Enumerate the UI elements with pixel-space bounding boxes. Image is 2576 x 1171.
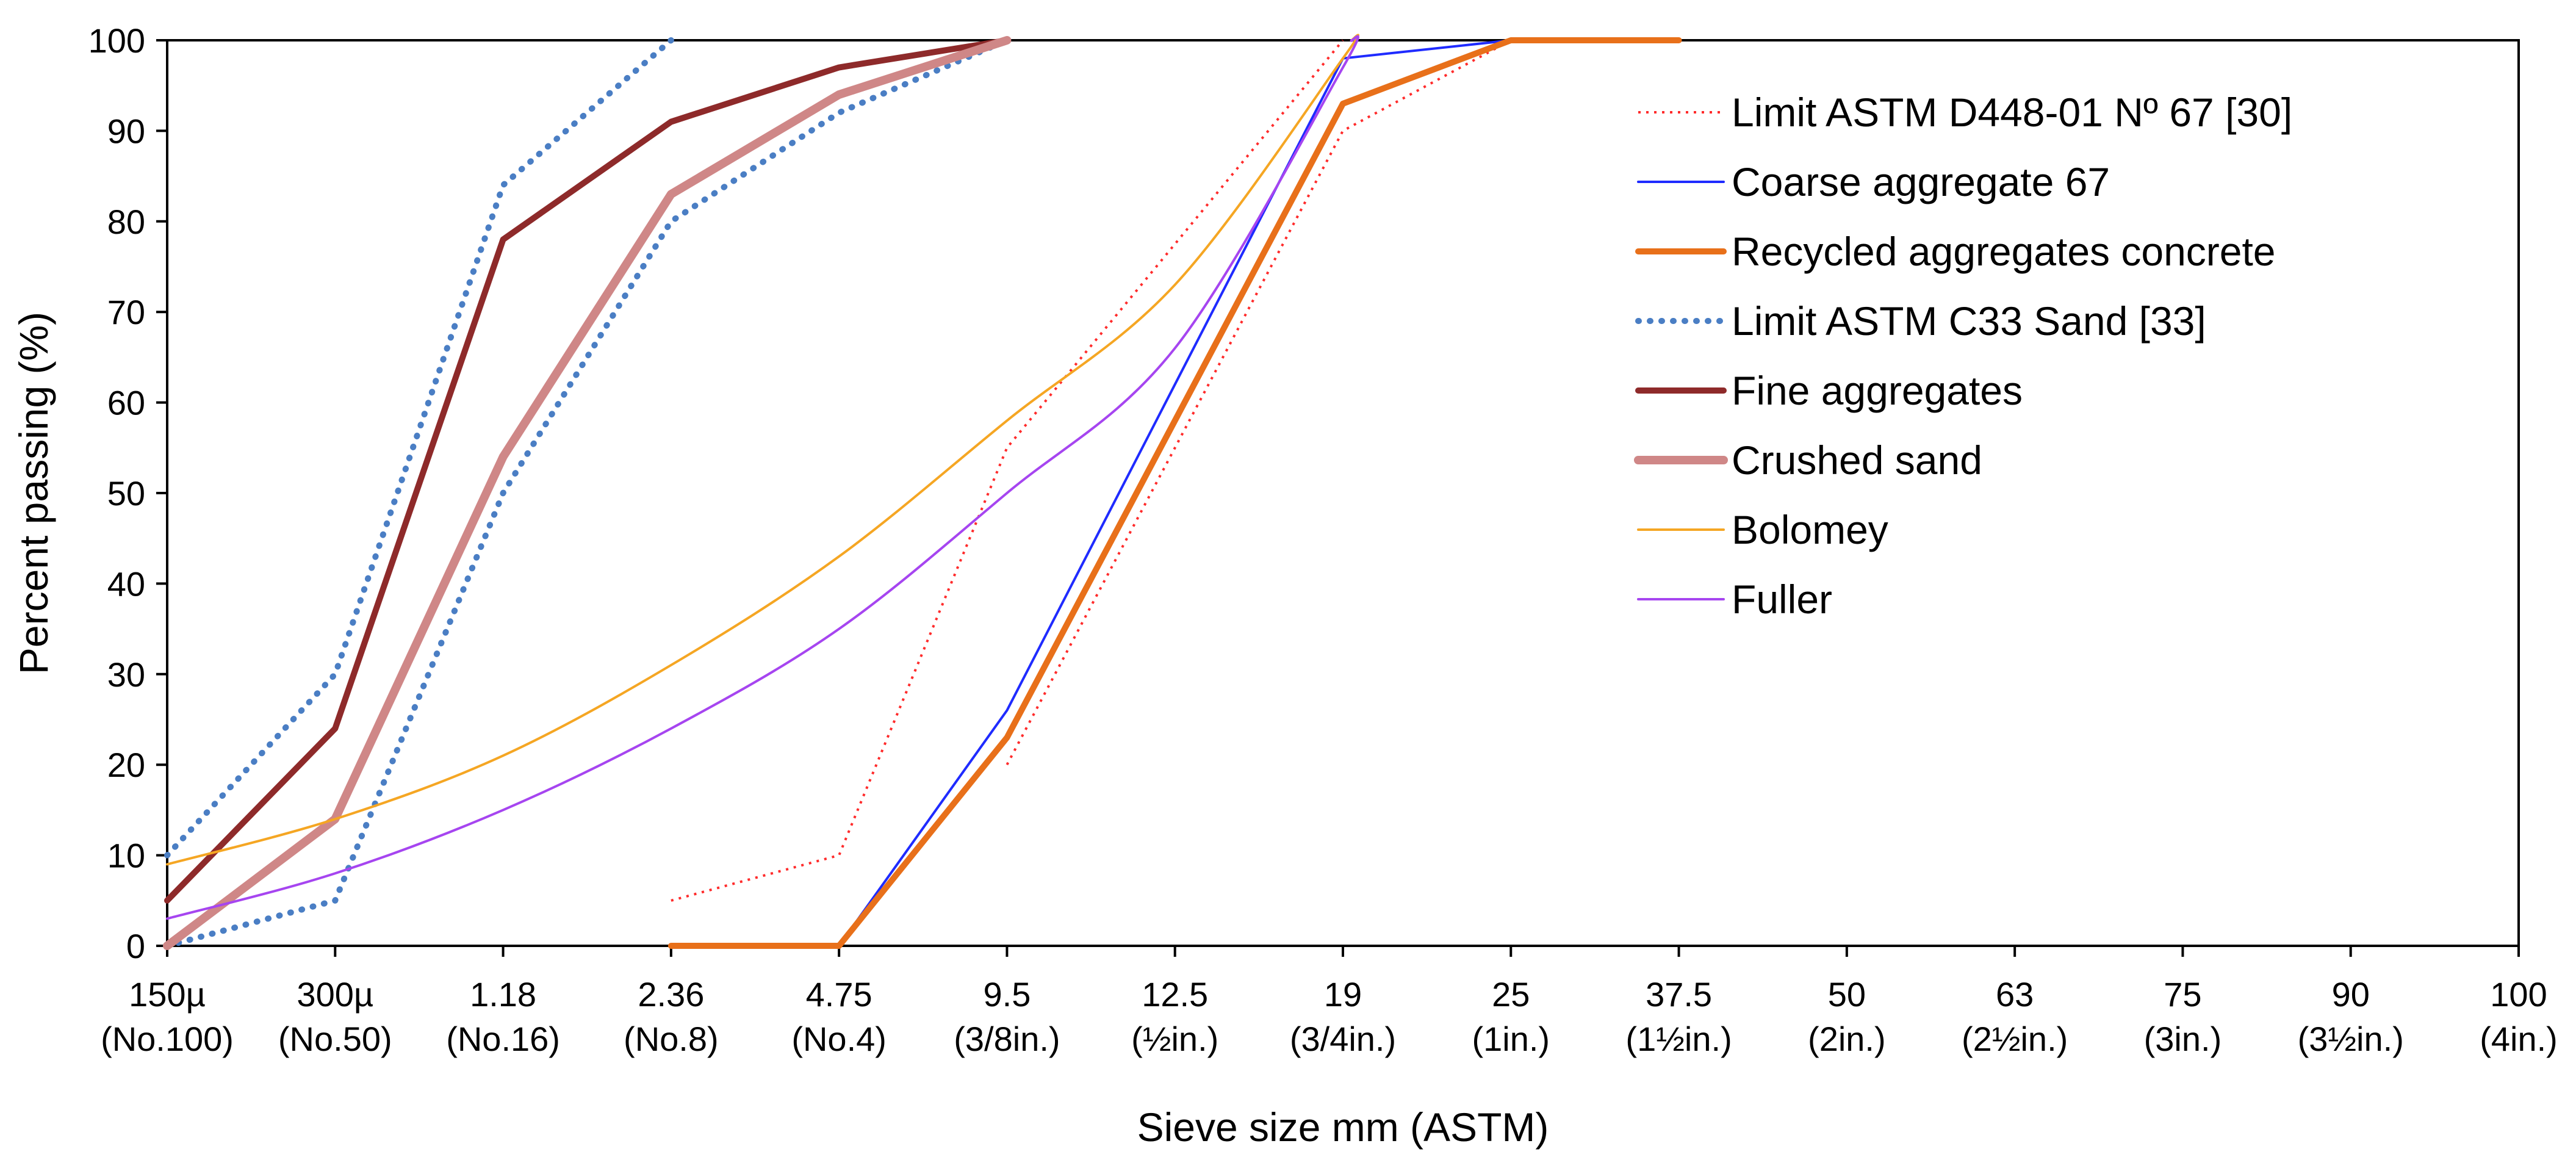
y-axis-ticks: 0 10 20 30 40 50 60 70 80 90 100 (88, 21, 167, 965)
x-tick-label-size: 63 (1996, 975, 2034, 1014)
y-tick-label: 90 (107, 112, 145, 150)
legend: Limit ASTM D448-01 Nº 67 [30] Coarse aggr… (1634, 90, 2292, 622)
series-line (164, 37, 1010, 949)
x-axis-ticks: 150µ (No.100) 300µ (No.50) 1.18 (No.16) 2.36 (N… (101, 946, 2558, 1058)
plot-border (166, 39, 2520, 947)
x-tick-label-size: 300µ (297, 975, 373, 1014)
legend-label: Limit ASTM C33 Sand [33] (1732, 298, 2206, 344)
series-recycled-aggregates-concrete (667, 37, 1682, 949)
series-line (166, 34, 1359, 866)
x-tick-label-astm: (1½in.) (1625, 1020, 1732, 1058)
series-line (164, 37, 1010, 904)
legend-item-crushed-sand: Crushed sand (1634, 438, 1982, 483)
y-tick-label: 70 (107, 293, 145, 331)
y-tick-label: 100 (88, 21, 145, 60)
x-tick-label-size: 100 (2490, 975, 2547, 1014)
series-line (671, 39, 1344, 902)
series-layer (163, 34, 1682, 950)
legend-item-limit-astm-d448-01-n-67-30: Limit ASTM D448-01 Nº 67 [30] (1638, 90, 2292, 135)
x-tick-label-astm: (4in.) (2480, 1020, 2558, 1058)
x-tick-label-astm: (2in.) (1808, 1020, 1886, 1058)
y-tick-label: 30 (107, 655, 145, 694)
x-tick-label-astm: (No.100) (101, 1020, 234, 1058)
x-tick-label-size: 75 (2164, 975, 2201, 1014)
x-tick-label-size: 4.75 (806, 975, 872, 1014)
x-tick-label-size: 19 (1324, 975, 1362, 1014)
series-limit-astm-d448-01-n-67-30 (671, 39, 1512, 902)
series-crushed-sand (163, 36, 1012, 950)
series-line (164, 37, 674, 859)
x-tick-label-astm: (3in.) (2144, 1020, 2222, 1058)
series-line (166, 35, 1359, 920)
x-tick-label-size: 9.5 (983, 975, 1031, 1014)
series-line (667, 37, 1682, 949)
y-tick-label: 20 (107, 746, 145, 784)
legend-label: Bolomey (1732, 507, 1888, 552)
x-tick-label-size: 150µ (129, 975, 206, 1014)
legend-label: Crushed sand (1732, 438, 1982, 483)
y-tick-label: 10 (107, 837, 145, 875)
legend-label: Fuller (1732, 577, 1832, 622)
x-tick-label-astm: (1in.) (1472, 1020, 1550, 1058)
legend-item-bolomey: Bolomey (1637, 507, 1888, 552)
x-tick-label-astm: (3½in.) (2298, 1020, 2404, 1058)
x-tick-label-astm: (No.4) (791, 1020, 887, 1058)
x-axis-title: Sieve size mm (ASTM) (1137, 1104, 1549, 1150)
x-tick-label-astm: (3/8in.) (954, 1020, 1060, 1058)
series-line (1006, 39, 1512, 766)
y-tick-label: 40 (107, 564, 145, 603)
x-tick-label-size: 25 (1492, 975, 1530, 1014)
series-bolomey (166, 34, 1359, 866)
x-tick-label-astm: (2½in.) (1962, 1020, 2068, 1058)
x-tick-label-astm: (½in.) (1131, 1020, 1218, 1058)
x-tick-label-size: 50 (1828, 975, 1866, 1014)
x-tick-label-size: 37.5 (1646, 975, 1712, 1014)
legend-item-limit-astm-c33-sand-33: Limit ASTM C33 Sand [33] (1635, 298, 2206, 344)
series-line (163, 36, 1012, 950)
legend-item-coarse-aggregate-67: Coarse aggregate 67 (1637, 159, 2110, 204)
series-limit-astm-c33-sand-33 (164, 37, 1010, 949)
y-tick-label: 60 (107, 384, 145, 422)
y-axis-title: Percent passing (%) (11, 312, 56, 674)
legend-label: Recycled aggregates concrete (1732, 229, 2276, 274)
legend-item-fine-aggregates: Fine aggregates (1635, 368, 2023, 413)
legend-item-fuller: Fuller (1637, 577, 1832, 622)
x-tick-label-size: 12.5 (1142, 975, 1208, 1014)
y-tick-label: 0 (126, 927, 145, 965)
series-fine-aggregates (164, 37, 1010, 904)
series-fuller (166, 35, 1359, 920)
legend-label: Limit ASTM D448-01 Nº 67 [30] (1732, 90, 2292, 135)
legend-item-recycled-aggregates-concrete: Recycled aggregates concrete (1635, 229, 2276, 274)
x-tick-label-astm: (No.16) (446, 1020, 560, 1058)
x-tick-label-astm: (3/4in.) (1290, 1020, 1396, 1058)
y-tick-label: 50 (107, 474, 145, 513)
legend-label: Coarse aggregate 67 (1732, 159, 2110, 204)
y-tick-label: 80 (107, 203, 145, 241)
legend-label: Fine aggregates (1732, 368, 2023, 413)
x-tick-label-size: 1.18 (470, 975, 536, 1014)
x-tick-label-astm: (No.8) (624, 1020, 719, 1058)
x-tick-label-size: 90 (2332, 975, 2370, 1014)
plot-area (166, 39, 2520, 947)
x-tick-label-astm: (No.50) (278, 1020, 392, 1058)
x-tick-label-size: 2.36 (638, 975, 704, 1014)
